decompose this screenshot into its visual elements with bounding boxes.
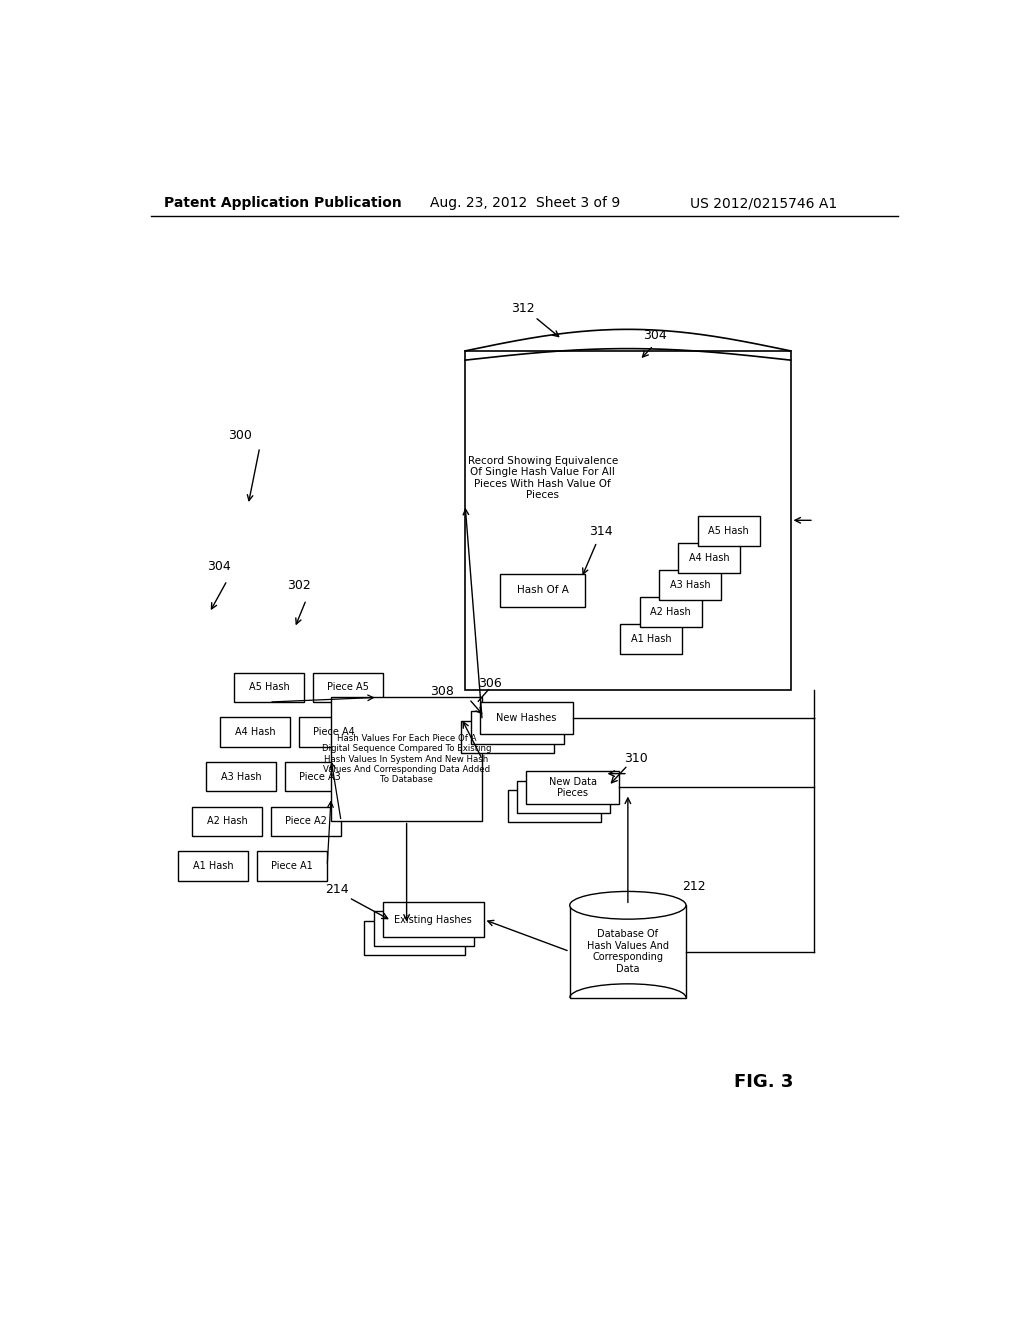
Bar: [271, 807, 341, 836]
Text: A2 Hash: A2 Hash: [650, 607, 691, 616]
Text: New Hashes: New Hashes: [497, 713, 556, 723]
Bar: [234, 673, 304, 702]
Ellipse shape: [569, 891, 686, 919]
Text: Piece A5: Piece A5: [327, 682, 369, 693]
Text: 306: 306: [478, 677, 502, 690]
Text: Existing Hashes: Existing Hashes: [394, 915, 472, 924]
Text: A5 Hash: A5 Hash: [249, 682, 290, 693]
Text: Aug. 23, 2012  Sheet 3 of 9: Aug. 23, 2012 Sheet 3 of 9: [430, 197, 620, 210]
Bar: [461, 721, 554, 752]
Bar: [220, 718, 290, 747]
Text: A1 Hash: A1 Hash: [631, 634, 672, 644]
Text: Piece A1: Piece A1: [271, 861, 313, 871]
Bar: [193, 807, 262, 836]
Text: A5 Hash: A5 Hash: [709, 527, 749, 536]
Text: A3 Hash: A3 Hash: [221, 772, 261, 781]
Bar: [383, 903, 483, 937]
Bar: [526, 771, 620, 804]
Text: A4 Hash: A4 Hash: [234, 727, 275, 737]
Bar: [640, 597, 701, 627]
Text: A4 Hash: A4 Hash: [689, 553, 729, 564]
Text: 310: 310: [624, 752, 647, 766]
Text: 214: 214: [326, 883, 349, 896]
Text: New Data
Pieces: New Data Pieces: [549, 776, 597, 799]
Text: 308: 308: [430, 685, 454, 698]
Bar: [508, 789, 601, 822]
Bar: [331, 697, 482, 821]
Text: 312: 312: [511, 302, 536, 315]
Bar: [257, 851, 328, 880]
Bar: [658, 570, 721, 599]
Text: Patent Application Publication: Patent Application Publication: [164, 197, 401, 210]
Bar: [365, 921, 465, 956]
Text: 314: 314: [589, 525, 612, 539]
Text: Piece A3: Piece A3: [299, 772, 341, 781]
Bar: [517, 780, 610, 813]
Bar: [206, 762, 276, 792]
Text: Hash Values For Each Piece Of A
Digital Sequence Compared To Existing
Hash Value: Hash Values For Each Piece Of A Digital …: [322, 734, 492, 784]
Bar: [621, 624, 682, 653]
Text: Hash Of A: Hash Of A: [517, 585, 568, 595]
Text: Piece A4: Piece A4: [313, 727, 355, 737]
Text: US 2012/0215746 A1: US 2012/0215746 A1: [690, 197, 838, 210]
Text: 212: 212: [682, 879, 706, 892]
Text: Database Of
Hash Values And
Corresponding
Data: Database Of Hash Values And Correspondin…: [587, 929, 669, 974]
Bar: [374, 911, 474, 946]
Text: FIG. 3: FIG. 3: [734, 1073, 794, 1092]
Bar: [471, 711, 563, 743]
Bar: [480, 702, 572, 734]
Text: 302: 302: [287, 579, 310, 593]
Text: A1 Hash: A1 Hash: [193, 861, 233, 871]
Bar: [299, 718, 369, 747]
Text: 300: 300: [228, 429, 252, 442]
Bar: [500, 574, 586, 607]
Bar: [178, 851, 248, 880]
Text: Piece A2: Piece A2: [286, 816, 328, 826]
Bar: [569, 906, 686, 998]
Bar: [697, 516, 760, 545]
Text: 304: 304: [208, 560, 231, 573]
Bar: [286, 762, 355, 792]
Bar: [313, 673, 383, 702]
Bar: [465, 351, 791, 689]
Text: A2 Hash: A2 Hash: [207, 816, 248, 826]
Bar: [678, 544, 740, 573]
Text: A3 Hash: A3 Hash: [670, 579, 711, 590]
Text: 304: 304: [643, 329, 667, 342]
Text: Record Showing Equivalence
Of Single Hash Value For All
Pieces With Hash Value O: Record Showing Equivalence Of Single Has…: [468, 455, 617, 500]
